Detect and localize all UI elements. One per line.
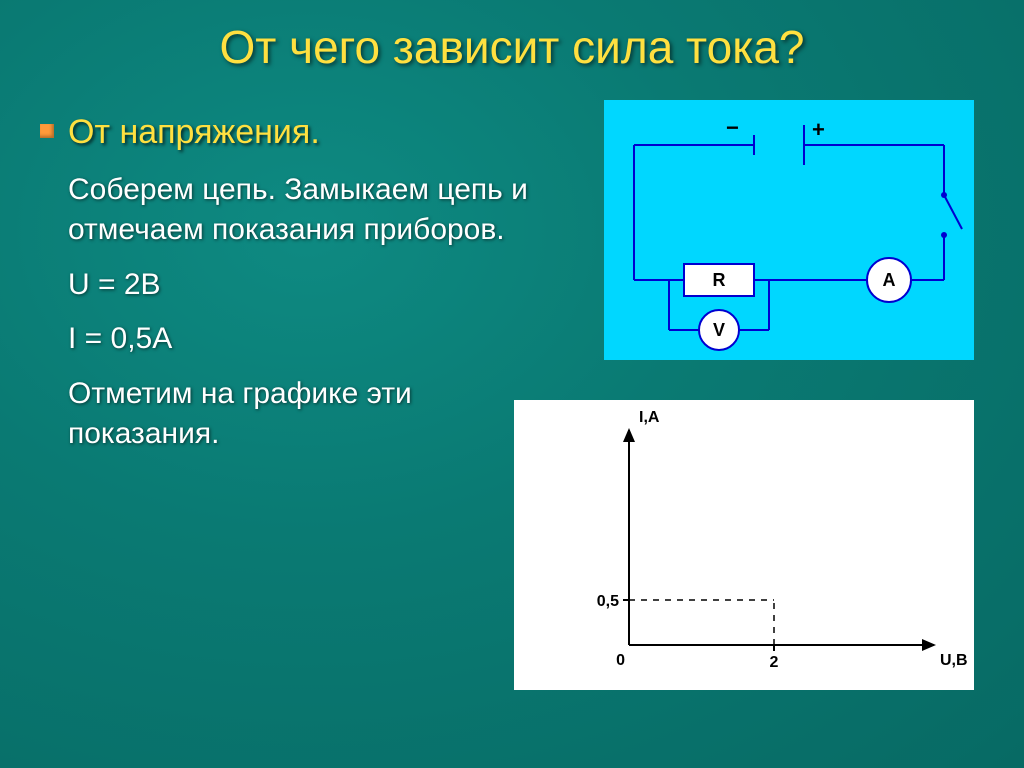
svg-text:−: −	[726, 115, 739, 140]
circuit-svg: − + R A V	[604, 100, 974, 360]
svg-text:V: V	[713, 320, 725, 340]
svg-text:U,B: U,B	[940, 652, 968, 669]
body-para-4: Отметим на графике эти показания.	[68, 374, 560, 455]
svg-text:2: 2	[770, 654, 779, 671]
body-para-1: Соберем цепь. Замыкаем цепь и отмечаем п…	[68, 170, 560, 251]
svg-text:+: +	[812, 117, 825, 142]
svg-text:0,5: 0,5	[597, 593, 619, 610]
text-content: От напряжения. Соберем цепь. Замыкаем це…	[40, 110, 560, 455]
bullet-icon	[40, 124, 54, 138]
svg-text:A: A	[883, 270, 896, 290]
body-para-2: U = 2В	[68, 265, 560, 306]
graph-chart: I,A U,B 0 0,5 2	[514, 400, 974, 690]
circuit-diagram: − + R A V	[604, 100, 974, 360]
slide-title: От чего зависит сила тока?	[0, 20, 1024, 74]
graph-svg: I,A U,B 0 0,5 2	[514, 400, 974, 690]
svg-text:I,A: I,A	[639, 409, 660, 426]
svg-text:R: R	[713, 270, 726, 290]
bullet-row: От напряжения.	[40, 110, 560, 156]
body-para-3: I = 0,5А	[68, 319, 560, 360]
subtitle: От напряжения.	[68, 110, 320, 156]
svg-text:0: 0	[616, 652, 625, 669]
